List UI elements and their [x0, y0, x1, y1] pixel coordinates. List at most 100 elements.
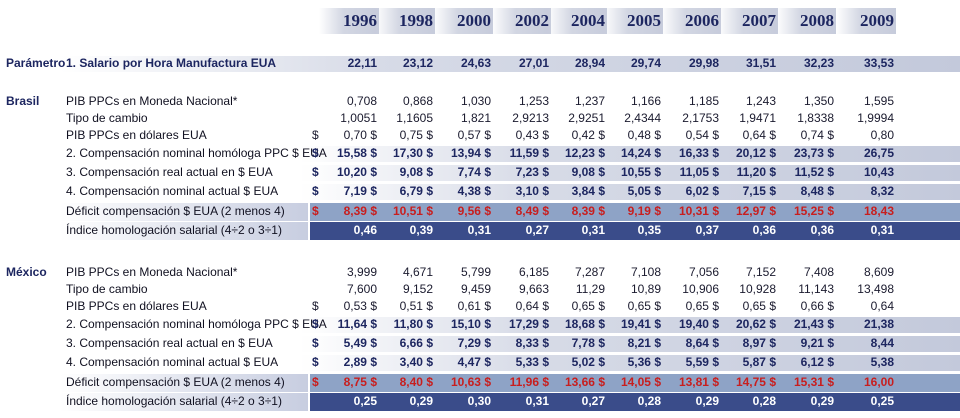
brasil-value-2008: 0,74 $: [800, 128, 834, 142]
brasil-value-1996: 0,70 $: [343, 128, 377, 142]
mexico-row-8: Índice homologación salarial (4÷2 o 3÷1)…: [0, 392, 960, 411]
section-label-parametro: Parámetro: [6, 56, 66, 70]
mexico-value-1996: 0,25: [353, 394, 377, 408]
brasil-value-2009: 10,43: [863, 165, 894, 179]
brasil-row-label: Déficit compensación $ EUA (2 menos 4): [66, 204, 285, 218]
mexico-value-2008: 15,31 $: [793, 375, 834, 389]
mexico-value-2006: 5,59 $: [685, 355, 719, 369]
parametro-row: Parámetro 1. Salario por Hora Manufactura…: [0, 54, 960, 73]
mexico-value-2008: 0,66 $: [800, 299, 834, 313]
mexico-index-band: [310, 393, 960, 411]
mexico-row-label: Déficit compensación $ EUA (2 menos 4): [66, 375, 285, 389]
brasil-value-2002: 0,43 $: [515, 128, 549, 142]
mexico-value-2005: 19,41 $: [620, 317, 661, 331]
brasil-value-2008: 8,48 $: [800, 184, 834, 198]
parametro-value-2008: 32,23: [803, 56, 834, 70]
brasil-value-2007: 0,64 $: [742, 128, 776, 142]
brasil-value-1998: 1,1605: [396, 111, 433, 125]
mexico-row-label: PIB PPCs en dólares EUA: [66, 299, 207, 313]
mexico-value-2005: 7,108: [630, 265, 661, 279]
brasil-value-1996: 1,0051: [340, 111, 377, 125]
mexico-value-2002: 0,64 $: [515, 299, 549, 313]
brasil-value-1996: 8,39 $: [343, 204, 377, 218]
brasil-value-2000: 4,38 $: [457, 184, 491, 198]
section-label-mexico: México: [6, 265, 47, 279]
brasil-row-7: Déficit compensación $ EUA (2 menos 4) $8…: [0, 202, 960, 221]
mexico-row-3: PIB PPCs en dólares EUA $0,53 $ 0,51 $ 0,61…: [0, 297, 960, 316]
brasil-row-label: Tipo de cambio: [66, 111, 148, 125]
mexico-value-1998: 3,40 $: [399, 355, 433, 369]
mexico-value-2006: 8,64 $: [685, 336, 719, 350]
brasil-row-6: 4. Compensación nominal actual $ EUA $7,1…: [0, 182, 960, 201]
brasil-value-1998: 17,30 $: [392, 146, 433, 160]
mexico-value-2008: 6,12 $: [800, 355, 834, 369]
dollar-sign: $: [312, 204, 319, 218]
brasil-value-2000: 1,030: [460, 94, 491, 108]
brasil-value-2000: 13,94 $: [450, 146, 491, 160]
mexico-row-label: 4. Compensación nominal actual $ EUA: [66, 355, 279, 369]
brasil-row-shading: [300, 146, 960, 162]
mexico-row-shading: [300, 317, 960, 333]
mexico-row-shading: [300, 336, 960, 352]
mexico-value-2004: 0,65 $: [571, 299, 605, 313]
mexico-value-2000: 10,63 $: [450, 375, 491, 389]
dollar-sign: $: [312, 146, 319, 160]
brasil-row-label: 2. Compensación nominal homóloga PPC $ E…: [66, 146, 327, 160]
mexico-value-2005: 8,21 $: [627, 336, 661, 350]
brasil-value-2006: 1,185: [688, 94, 719, 108]
brasil-row-label: 4. Compensación nominal actual $ EUA: [66, 184, 279, 198]
year-header-2008: 2008: [776, 8, 836, 34]
brasil-value-2007: 1,243: [745, 94, 776, 108]
brasil-value-2006: 11,05 $: [679, 165, 719, 179]
brasil-value-1998: 9,08 $: [399, 165, 433, 179]
brasil-value-2002: 11,59 $: [509, 146, 549, 160]
brasil-value-1996: 0,708: [346, 94, 377, 108]
mexico-row-label: Tipo de cambio: [66, 282, 148, 296]
brasil-value-2004: 0,42 $: [571, 128, 605, 142]
brasil-value-1996: 10,20 $: [336, 165, 377, 179]
brasil-row-8: Índice homologación salarial (4÷2 o 3÷1)…: [0, 221, 960, 240]
mexico-value-2005: 0,28: [637, 394, 661, 408]
brasil-value-2006: 10,31 $: [678, 204, 719, 218]
dollar-sign: $: [312, 128, 319, 142]
brasil-value-2005: 10,55 $: [620, 165, 661, 179]
brasil-value-2000: 9,56 $: [457, 204, 491, 218]
mexico-value-2000: 9,459: [460, 282, 491, 296]
mexico-value-2007: 0,28: [752, 394, 776, 408]
brasil-value-2005: 2,4344: [624, 111, 661, 125]
mexico-value-1996: 2,89 $: [343, 355, 377, 369]
parametro-value-2002: 27,01: [518, 56, 549, 70]
mexico-value-1998: 11,80 $: [393, 317, 433, 331]
brasil-row-shading: [300, 184, 960, 200]
mexico-value-2008: 11,143: [798, 282, 834, 296]
mexico-value-2005: 0,65 $: [627, 299, 661, 313]
brasil-index-label-shading: [60, 222, 308, 240]
brasil-row-5: 3. Compensación real actual en $ EUA $10,…: [0, 163, 960, 182]
dollar-sign: $: [312, 336, 319, 350]
mexico-value-2008: 21,43 $: [793, 317, 834, 331]
mexico-row-label: 3. Compensación real actual en $ EUA: [66, 336, 273, 350]
brasil-row-label: PIB PPCs en dólares EUA: [66, 128, 207, 142]
mexico-value-2002: 6,185: [518, 265, 549, 279]
brasil-value-2009: 1,9994: [857, 111, 894, 125]
mexico-value-2004: 7,78 $: [571, 336, 605, 350]
mexico-value-1998: 9,152: [402, 282, 433, 296]
brasil-value-2006: 0,54 $: [685, 128, 719, 142]
mexico-deficit-label-shading: [60, 374, 308, 392]
brasil-value-2008: 1,8338: [797, 111, 834, 125]
mexico-value-2002: 11,96 $: [509, 375, 549, 389]
mexico-value-2007: 0,65 $: [742, 299, 776, 313]
mexico-value-2006: 7,056: [688, 265, 719, 279]
mexico-value-2000: 0,61 $: [457, 299, 491, 313]
brasil-value-1996: 7,19 $: [343, 184, 377, 198]
brasil-value-2002: 3,10 $: [515, 184, 549, 198]
mexico-value-2004: 13,66 $: [564, 375, 605, 389]
brasil-value-2009: 1,595: [863, 94, 894, 108]
mexico-value-1998: 6,66 $: [399, 336, 433, 350]
year-header-2002: 2002: [491, 8, 551, 34]
parametro-value-2006: 29,98: [688, 56, 719, 70]
mexico-value-2000: 15,10 $: [450, 317, 491, 331]
parametro-value-2009: 33,53: [863, 56, 894, 70]
mexico-row-label: PIB PPCs en Moneda Nacional*: [66, 265, 238, 279]
mexico-value-2008: 0,29: [810, 394, 834, 408]
